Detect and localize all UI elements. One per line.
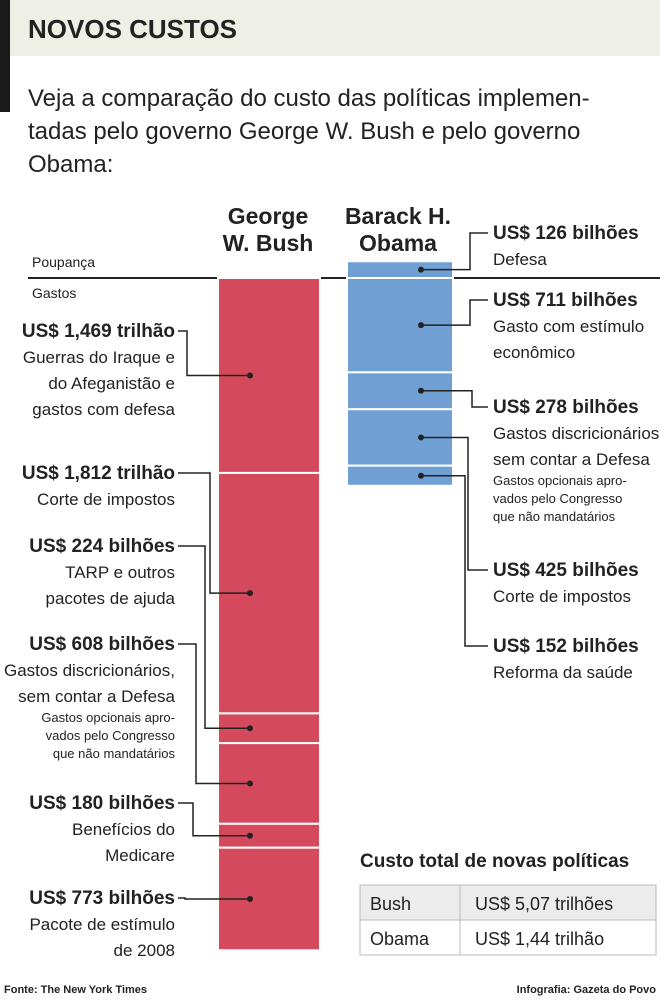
connector (178, 330, 250, 377)
description: sem contar a Defesa (18, 687, 175, 706)
note: que não mandatários (493, 509, 616, 524)
table-row-bg (360, 885, 656, 920)
table-cell: Bush (370, 894, 411, 914)
connector (178, 472, 250, 594)
value-label: US$ 425 bilhões (493, 560, 639, 581)
value-label: US$ 711 bilhões (493, 290, 638, 311)
title-accent (0, 0, 10, 112)
series-name: Obama (359, 230, 437, 256)
series-name: Barack H. (345, 203, 451, 229)
description: pacotes de ajuda (46, 589, 176, 608)
description: Corte de impostos (37, 490, 175, 509)
connector-dot (247, 590, 253, 597)
description: econômico (493, 343, 575, 362)
connector (178, 897, 250, 900)
description: gastos com defesa (32, 400, 175, 419)
connector (178, 643, 250, 785)
description: Guerras do Iraque e (23, 348, 175, 367)
subtitle: tadas pelo governo George W. Bush e pelo… (28, 118, 580, 145)
connector-dot (418, 387, 424, 394)
description: do Afeganistão e (48, 374, 175, 393)
connector (421, 436, 488, 571)
connector (178, 545, 250, 730)
note: vados pelo Congresso (493, 491, 622, 506)
description: sem contar a Defesa (493, 450, 650, 469)
subtitle: Obama: (28, 151, 113, 178)
table-cell: US$ 1,44 trilhão (475, 929, 604, 949)
connector-dot (247, 895, 253, 902)
description: Reforma da saúde (493, 663, 633, 682)
connector-dot (418, 472, 424, 479)
value-label: US$ 773 bilhões (29, 888, 175, 909)
connector (421, 299, 488, 326)
value-label: US$ 608 bilhões (29, 634, 175, 655)
title-band (0, 0, 660, 56)
savings-label: Poupança (32, 254, 95, 270)
note: que não mandatários (53, 746, 176, 761)
value-label: US$ 180 bilhões (29, 793, 175, 814)
description: Gastos discricionários, (493, 424, 660, 443)
connector (421, 232, 488, 271)
value-label: US$ 152 bilhões (493, 636, 639, 657)
value-label: US$ 126 bilhões (493, 223, 639, 244)
note: vados pelo Congresso (46, 728, 175, 743)
connector-dot (247, 725, 253, 732)
value-label: US$ 1,812 trilhão (22, 463, 175, 484)
title: NOVOS CUSTOS (28, 14, 237, 44)
table-title: Custo total de novas políticas (360, 851, 629, 872)
connector-dot (418, 434, 424, 441)
spending-label: Gastos (32, 285, 76, 301)
connector-dot (247, 780, 253, 787)
description: Benefícios do (72, 820, 175, 839)
credit: Infografia: Gazeta do Povo (517, 984, 657, 996)
source: Fonte: The New York Times (4, 984, 147, 996)
connector (421, 474, 488, 647)
description: Corte de impostos (493, 587, 631, 606)
note: Gastos opcionais apro- (41, 710, 175, 725)
subtitle: Veja a comparação do custo das políticas… (28, 85, 590, 112)
value-label: US$ 224 bilhões (29, 536, 175, 557)
description: Defesa (493, 250, 547, 269)
connector-dot (247, 832, 253, 839)
note: Gastos opcionais apro- (493, 473, 627, 488)
value-label: US$ 278 bilhões (493, 397, 639, 418)
connector-dot (247, 372, 253, 379)
description: de 2008 (114, 941, 175, 960)
series-name: George (228, 203, 309, 229)
description: Gasto com estímulo (493, 317, 644, 336)
table-cell: US$ 5,07 trilhões (475, 894, 613, 914)
value-label: US$ 1,469 trilhão (22, 321, 175, 342)
connector (178, 802, 250, 837)
description: TARP e outros (65, 563, 175, 582)
table-cell: Obama (370, 929, 430, 949)
series-name: W. Bush (223, 230, 314, 256)
connector-dot (418, 266, 424, 273)
connector (421, 390, 488, 408)
description: Medicare (105, 846, 175, 865)
connector-dot (418, 322, 424, 329)
description: Pacote de estímulo (29, 915, 175, 934)
description: Gastos discricionários, (4, 661, 175, 680)
